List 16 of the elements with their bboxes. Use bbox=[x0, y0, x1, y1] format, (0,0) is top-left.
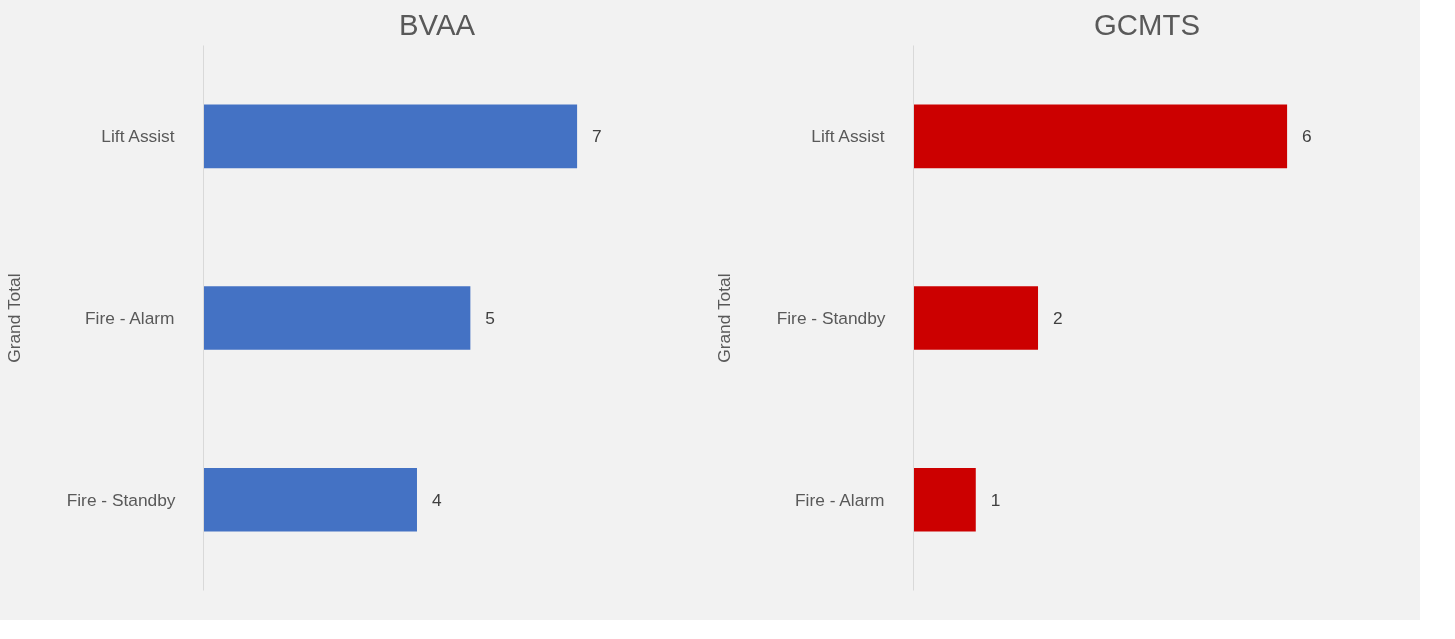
y-tick-label: Fire - Standby bbox=[776, 308, 886, 328]
chart-title: GCMTS bbox=[1094, 7, 1200, 41]
data-label: 4 bbox=[431, 489, 442, 510]
data-label: 6 bbox=[1302, 126, 1312, 147]
data-label: 7 bbox=[592, 126, 602, 147]
y-tick-label: Lift Assist bbox=[811, 126, 885, 147]
y-tick-label: Lift Assist bbox=[101, 126, 175, 147]
y-tick-label: Fire - Alarm bbox=[795, 489, 885, 510]
data-label: 2 bbox=[1053, 308, 1063, 328]
y-axis-title: Grand Total bbox=[713, 273, 734, 363]
y-axis-title: Grand Total bbox=[3, 273, 24, 363]
y-tick-label: Fire - Alarm bbox=[85, 308, 175, 328]
y-tick-label: Fire - Standby bbox=[66, 489, 176, 510]
chart-title: BVAA bbox=[398, 7, 476, 41]
data-label: 1 bbox=[990, 489, 1001, 510]
data-label: 5 bbox=[485, 308, 495, 328]
